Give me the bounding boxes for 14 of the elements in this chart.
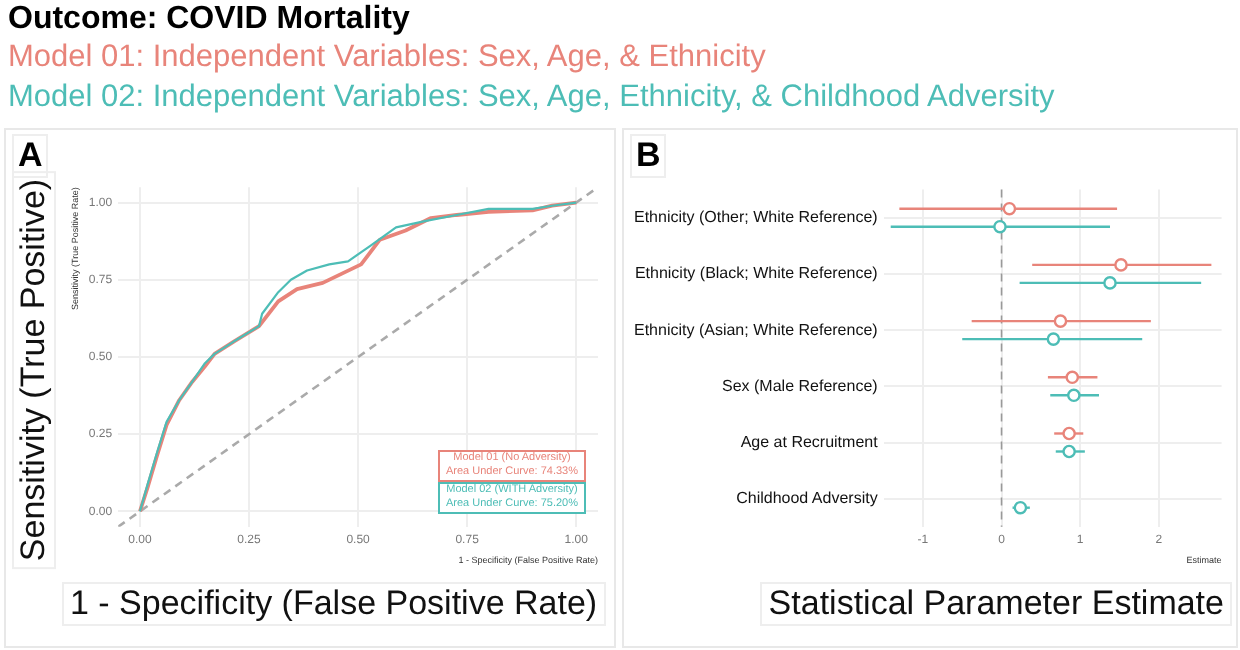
text: A <box>12 134 49 178</box>
y-tick-label: Ethnicity (Black; White Reference) <box>634 264 879 283</box>
y-tick-label: Sex (Male Reference) <box>722 376 879 395</box>
text: Statistical Parameter Estimate <box>760 582 1232 626</box>
y-tick-label: Age at Recruitment <box>740 432 880 451</box>
y-tick-label: Childhood Adversity <box>736 489 878 508</box>
text: 1 - Specificity (False Positive Rate) <box>62 582 606 626</box>
text: Model 02: Independent Variables: Sex, Age, Ethnicity, & Childhood Adversity <box>8 78 1055 118</box>
y-tick-label: Ethnicity (Asian; White Reference) <box>633 320 879 339</box>
text: Sensitivity (True Positive) <box>12 170 56 570</box>
text: Model 01: Independent Variables: Sex, Age, & Ethnicity <box>8 38 768 78</box>
chart-title: Outcome: COVID Mortality <box>8 0 412 38</box>
y-tick-label: Ethnicity (Other; White Reference) <box>633 208 879 227</box>
text: B <box>630 134 667 178</box>
